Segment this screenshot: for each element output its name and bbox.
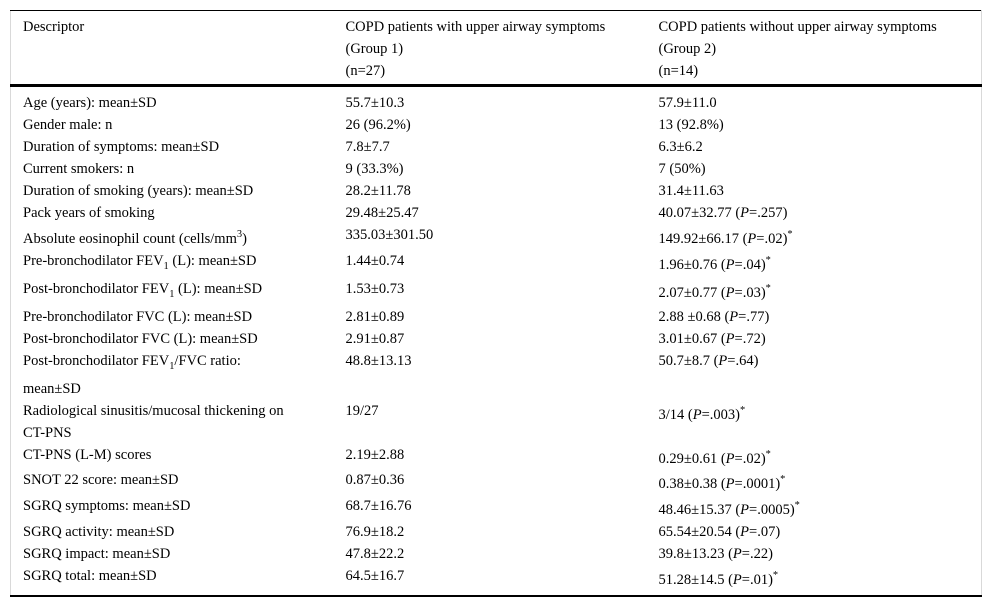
group1-value-cell: 55.7±10.3	[345, 95, 405, 111]
table-row: SGRQ activity: mean±SD 76.9±18.2 65.54±20.…	[11, 521, 982, 543]
group1-value-cell: 7.8±7.7	[345, 139, 390, 155]
column-header-group2: COPD patients without upper airway sympt…	[658, 19, 937, 79]
descriptor-cell: Pre-bronchodilator FEV1 (L): mean±SD	[23, 252, 257, 272]
group1-value-cell: 28.2±11.78	[345, 183, 411, 199]
group2-value-cell: 1.96±0.76 (P=.04)*	[658, 254, 771, 273]
table-row: CT-PNS (L-M) scores 2.19±2.88 0.29±0.61 (P…	[11, 444, 982, 470]
table-row: Pre-bronchodilator FVC (L): mean±SD 2.81±…	[11, 306, 982, 328]
descriptor-cell: Radiological sinusitis/mucosal thickenin…	[23, 402, 284, 441]
table-row: Post-bronchodilator FEV1/FVC ratio: mean±…	[11, 350, 982, 400]
table-row: Current smokers: n 9 (33.3%) 7 (50%)	[11, 158, 982, 180]
descriptor-cell: Pre-bronchodilator FVC (L): mean±SD	[23, 308, 253, 325]
table-row: Post-bronchodilator FEV1 (L): mean±SD 1.5…	[11, 278, 982, 306]
table-row: SGRQ total: mean±SD 64.5±16.7 51.28±14.5 (…	[11, 565, 982, 596]
copd-comparison-table: Descriptor COPD patients with upper airw…	[10, 10, 982, 597]
descriptor-cell: Duration of smoking (years): mean±SD	[23, 183, 254, 199]
descriptor-cell: Duration of symptoms: mean±SD	[23, 139, 220, 155]
table-row: Duration of smoking (years): mean±SD 28.2…	[11, 180, 982, 202]
group1-value-cell: 9 (33.3%)	[345, 161, 404, 177]
group2-value-cell: 40.07±32.77 (P=.257)	[658, 205, 788, 221]
column-header-descriptor: Descriptor	[23, 19, 85, 35]
descriptor-cell: SGRQ impact: mean±SD	[23, 545, 171, 562]
group1-value-cell: 76.9±18.2	[345, 523, 405, 540]
group2-value-cell: 6.3±6.2	[658, 139, 703, 155]
column-header-group1: COPD patients with upper airway symptoms…	[345, 19, 606, 79]
group2-value-cell: 31.4±11.63	[658, 183, 724, 199]
table-body: Age (years): mean±SD 55.7±10.3 57.9±11.0 Ge…	[11, 86, 982, 596]
group1-value-cell: 47.8±22.2	[345, 545, 405, 562]
group2-value-cell: 3.01±0.67 (P=.72)	[658, 330, 766, 347]
group1-value-cell: 64.5±16.7	[345, 567, 405, 584]
group2-value-cell: 0.38±0.38 (P=.0001)*	[658, 474, 786, 493]
descriptor-cell: SGRQ total: mean±SD	[23, 567, 157, 584]
group2-value-cell: 0.29±0.61 (P=.02)*	[658, 448, 771, 467]
descriptor-cell: SGRQ activity: mean±SD	[23, 523, 175, 540]
group2-value-cell: 57.9±11.0	[658, 95, 717, 111]
descriptor-cell: Post-bronchodilator FEV1/FVC ratio: mean±…	[23, 352, 241, 397]
descriptor-cell: CT-PNS (L-M) scores	[23, 446, 152, 463]
group1-value-cell: 335.03±301.50	[345, 227, 434, 243]
descriptor-cell: Absolute eosinophil count (cells/mm3)	[23, 229, 247, 247]
table-row: Pack years of smoking 29.48±25.47 40.07±32…	[11, 202, 982, 224]
table-row: Duration of symptoms: mean±SD 7.8±7.7 6.3±…	[11, 136, 982, 158]
group1-value-cell: 2.91±0.87	[345, 330, 405, 347]
group1-value-cell: 19/27	[345, 402, 379, 419]
descriptor-cell: Current smokers: n	[23, 161, 135, 177]
group2-value-cell: 51.28±14.5 (P=.01)*	[658, 569, 779, 588]
group1-value-cell: 29.48±25.47	[345, 205, 419, 221]
group2-value-cell: 2.88 ±0.68 (P=.77)	[658, 308, 770, 325]
group2-value-cell: 39.8±13.23 (P=.22)	[658, 545, 773, 562]
descriptor-cell: Post-bronchodilator FVC (L): mean±SD	[23, 330, 258, 347]
group2-value-cell: 3/14 (P=.003)*	[658, 404, 746, 423]
group1-value-cell: 2.19±2.88	[345, 446, 405, 463]
table-row: Radiological sinusitis/mucosal thickenin…	[11, 400, 982, 444]
descriptor-cell: SNOT 22 score: mean±SD	[23, 472, 179, 489]
group2-value-cell: 48.46±15.37 (P=.0005)*	[658, 500, 800, 518]
table-row: Gender male: n 26 (96.2%) 13 (92.8%)	[11, 114, 982, 136]
table-header: Descriptor COPD patients with upper airw…	[10, 11, 982, 86]
group1-value-cell: 1.53±0.73	[345, 280, 405, 297]
group2-value-cell: 13 (92.8%)	[658, 117, 724, 133]
header-row: Descriptor COPD patients with upper airw…	[10, 11, 982, 86]
group1-value-cell: 2.81±0.89	[345, 308, 405, 325]
table-row: SNOT 22 score: mean±SD 0.87±0.36 0.38±0.38…	[11, 469, 982, 495]
descriptor-cell: Gender male: n	[23, 117, 113, 133]
group1-value-cell: 48.8±13.13	[345, 352, 412, 369]
group1-value-cell: 1.44±0.74	[345, 252, 405, 269]
table-row: SGRQ impact: mean±SD 47.8±22.2 39.8±13.23 …	[11, 543, 982, 565]
descriptor-cell: Pack years of smoking	[23, 205, 155, 221]
table-row: Post-bronchodilator FVC (L): mean±SD 2.91…	[11, 328, 982, 350]
descriptor-cell: Age (years): mean±SD	[23, 95, 157, 111]
group2-value-cell: 65.54±20.54 (P=.07)	[658, 523, 781, 540]
group2-value-cell: 149.92±66.17 (P=.02)*	[658, 229, 793, 247]
group2-value-cell: 2.07±0.77 (P=.03)*	[658, 282, 771, 301]
table-row: Age (years): mean±SD 55.7±10.3 57.9±11.0	[11, 86, 982, 115]
group2-value-cell: 7 (50%)	[658, 161, 706, 177]
descriptor-cell: SGRQ symptoms: mean±SD	[23, 498, 191, 515]
table-row: Absolute eosinophil count (cells/mm3) 335…	[11, 224, 982, 250]
descriptor-cell: Post-bronchodilator FEV1 (L): mean±SD	[23, 280, 263, 300]
table-row: Pre-bronchodilator FEV1 (L): mean±SD 1.44…	[11, 250, 982, 278]
table-row: SGRQ symptoms: mean±SD 68.7±16.76 48.46±15…	[11, 495, 982, 521]
group2-value-cell: 50.7±8.7 (P=.64)	[658, 352, 759, 369]
group1-value-cell: 26 (96.2%)	[345, 117, 411, 133]
group1-value-cell: 0.87±0.36	[345, 472, 405, 489]
document-page: Descriptor COPD patients with upper airw…	[10, 10, 982, 597]
group1-value-cell: 68.7±16.76	[345, 498, 412, 515]
